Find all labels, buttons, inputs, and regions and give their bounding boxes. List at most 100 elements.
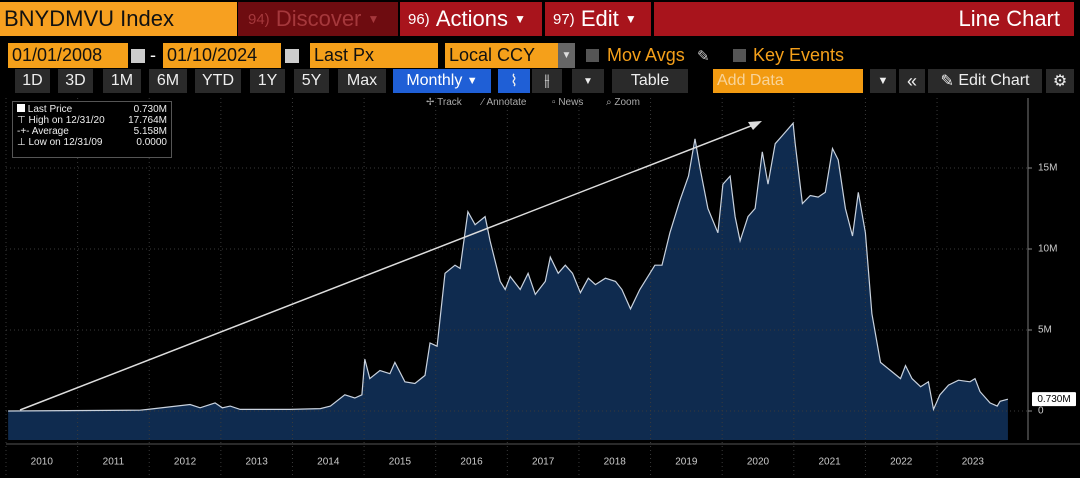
menu-num: 96) xyxy=(408,10,430,28)
last-price-tag xyxy=(1032,392,1076,407)
legend-value: 5.158M xyxy=(133,126,167,137)
checkbox[interactable] xyxy=(733,49,746,62)
period-button[interactable]: 1M xyxy=(103,69,141,93)
dropdown-arrow[interactable]: ▼ xyxy=(572,69,604,93)
calendar-icon[interactable] xyxy=(285,49,299,63)
legend: Last Price 0.730M ⊤ High on 12/31/20 17.76… xyxy=(12,101,172,158)
tool-label: Zoom xyxy=(614,97,640,108)
menu-label: Edit xyxy=(580,6,619,31)
period-button[interactable]: Max xyxy=(338,69,386,93)
area xyxy=(8,123,1008,440)
x-tick-label: 2020 xyxy=(747,457,770,468)
tool-label: Track xyxy=(437,97,462,108)
legend-label-text: Low on 12/31/09 xyxy=(28,137,103,148)
menu[interactable]: 97) Edit ▼ xyxy=(545,2,651,36)
pencil-icon[interactable]: ✎ xyxy=(697,47,710,65)
menu[interactable]: 94) Discover ▼ xyxy=(238,2,398,36)
x-tick-label: 2016 xyxy=(460,457,483,468)
legend-value: 17.764M xyxy=(128,115,167,126)
x-tick-label: 2018 xyxy=(604,457,627,468)
add-data[interactable]: Add Data xyxy=(713,69,863,93)
legend-label: ⊥ Low on 12/31/09 xyxy=(17,137,103,148)
x-tick-label: 2021 xyxy=(818,457,841,468)
back-icon[interactable]: « xyxy=(899,69,925,93)
bar-icon[interactable]: ⫲ xyxy=(532,69,562,93)
period-button[interactable]: 1D xyxy=(15,69,50,93)
frequency-label: Monthly xyxy=(406,72,463,89)
period-button[interactable]: YTD xyxy=(195,69,241,93)
tool-label: News xyxy=(558,97,584,108)
x-tick-label: 2014 xyxy=(317,457,340,468)
dropdown-arrow: ▼ xyxy=(466,75,478,87)
plot: 0 5M 10M 15M 2010 2011 2012 2013 2014 2015 2016 201… xyxy=(5,98,1080,478)
separator: - xyxy=(150,45,156,65)
table-button[interactable]: Table xyxy=(612,69,688,93)
calendar-icon[interactable] xyxy=(131,49,145,63)
line-icon[interactable]: ⌇ xyxy=(498,69,530,93)
legend-value: 0.0000 xyxy=(136,137,167,148)
legend-label-text: Average xyxy=(31,126,69,137)
x-tick-label: 2010 xyxy=(31,457,54,468)
menu[interactable]: 96) Actions ▼ xyxy=(400,2,542,36)
period-button[interactable]: 1Y xyxy=(250,69,285,93)
menu-num: 94) xyxy=(248,10,270,28)
end-date[interactable]: 01/10/2024 xyxy=(163,43,281,68)
legend-row: Last Price 0.730M xyxy=(17,104,167,115)
trend-arrow xyxy=(19,123,757,411)
menu-num: 97) xyxy=(553,10,575,28)
collapse-icon[interactable]: ▼ xyxy=(870,69,896,93)
chart-tool[interactable]: ⌕ Zoom xyxy=(606,97,640,108)
key-events: Key Events xyxy=(753,45,845,65)
legend-row: ⊤ High on 12/31/20 17.764M xyxy=(17,115,167,126)
y-tick-label: 5M xyxy=(1038,325,1052,336)
legend-series: Last Price xyxy=(27,104,73,115)
frequency[interactable]: Monthly ▼ xyxy=(393,69,491,93)
dropdown-arrow: ▼ xyxy=(367,12,380,26)
dropdown-arrow[interactable]: ▼ xyxy=(558,43,575,68)
y-tick-label: 15M xyxy=(1038,163,1057,174)
legend-label: ⊤ High on 12/31/20 xyxy=(17,115,105,126)
tool-label: Annotate xyxy=(486,97,527,108)
chart-tool[interactable]: ▫ News xyxy=(552,97,584,108)
start-date[interactable]: 01/01/2008 xyxy=(8,43,128,68)
x-tick-label: 2019 xyxy=(675,457,698,468)
view-title: Line Chart xyxy=(654,2,1074,36)
checkbox[interactable] xyxy=(586,49,599,62)
period-button[interactable]: 5Y xyxy=(294,69,329,93)
settings-icon[interactable]: ⚙ xyxy=(1046,69,1074,93)
y-tick-label: 0 xyxy=(1038,406,1044,417)
last-price-label: 0.730M xyxy=(1037,394,1070,405)
line xyxy=(8,121,1009,412)
x-tick-label: 2011 xyxy=(103,457,125,468)
pencil-icon: ✎ xyxy=(940,73,954,90)
dropdown-arrow: ▼ xyxy=(514,12,526,26)
legend-value: 0.730M xyxy=(133,104,167,115)
chart-tool[interactable]: ⁄ Annotate xyxy=(482,97,527,108)
legend-row: ⊥ Low on 12/31/09 0.0000 xyxy=(17,137,167,148)
chart-tool[interactable]: ✢ Track xyxy=(426,97,462,108)
x-tick-label: 2023 xyxy=(962,457,985,468)
edit-chart-label: Edit Chart xyxy=(958,72,1030,89)
menu-label: Discover xyxy=(275,6,362,31)
arrow-head xyxy=(748,121,762,130)
legend-swatch xyxy=(17,104,25,112)
y-tick-label: 10M xyxy=(1038,244,1057,255)
period-button[interactable]: 6M xyxy=(149,69,187,93)
legend-label: -+- Average xyxy=(17,126,69,137)
edit-chart[interactable]: ✎ Edit Chart xyxy=(928,69,1042,93)
legend-row: -+- Average 5.158M xyxy=(17,126,167,137)
security[interactable]: BNYDMVU Index xyxy=(0,2,237,36)
legend-label-text: High on 12/31/20 xyxy=(28,115,105,126)
period-button[interactable]: 3D xyxy=(58,69,93,93)
field[interactable]: Last Px xyxy=(310,43,438,68)
x-tick-label: 2013 xyxy=(246,457,269,468)
x-tick-label: 2017 xyxy=(532,457,555,468)
mov-avgs: Mov Avgs xyxy=(607,45,685,65)
menu-label: Actions xyxy=(435,6,508,31)
x-tick-label: 2015 xyxy=(389,457,412,468)
currency[interactable]: Local CCY xyxy=(445,43,558,68)
dropdown-arrow: ▼ xyxy=(624,12,637,26)
x-tick-label: 2022 xyxy=(890,457,913,468)
